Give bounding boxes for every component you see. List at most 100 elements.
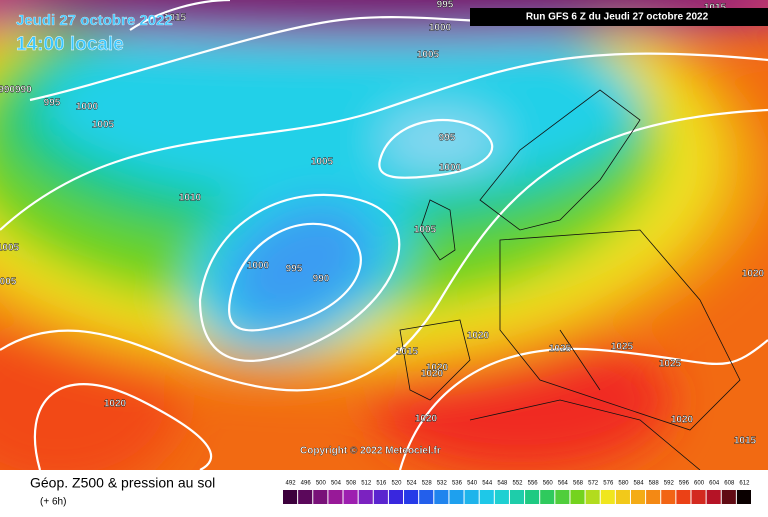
scale-label: 560 xyxy=(543,481,554,487)
scale-label: 596 xyxy=(679,481,690,487)
isobar-label: 1020 xyxy=(104,399,127,410)
scale-swatch xyxy=(585,490,600,504)
isobar-label: 1020 xyxy=(421,369,444,380)
isobar-label: 1020 xyxy=(671,415,694,426)
isobar-label: 1000 xyxy=(439,163,462,174)
isobar-label: 995 xyxy=(286,264,303,275)
scale-label: 500 xyxy=(316,481,327,487)
isobar-label: 1015 xyxy=(164,13,187,24)
scale-swatch xyxy=(721,490,736,504)
isobar-label: 1020 xyxy=(467,331,490,342)
scale-swatch xyxy=(479,490,494,504)
scale-label: 548 xyxy=(497,481,508,487)
isobar-label: 005 xyxy=(0,277,17,288)
isobar-label: 1005 xyxy=(414,225,437,236)
scale-label: 608 xyxy=(724,481,735,487)
scale-swatch xyxy=(615,490,630,504)
scale-label: 580 xyxy=(618,481,629,487)
scale-swatch xyxy=(298,490,313,504)
isobar-label: 990 xyxy=(313,274,330,285)
scale-label: 584 xyxy=(634,481,645,487)
isobar-label: 1025 xyxy=(659,359,682,370)
isobar-label: 1005 xyxy=(311,157,334,168)
scale-label: 508 xyxy=(346,481,357,487)
run-banner xyxy=(470,8,768,26)
scale-label: 536 xyxy=(452,481,463,487)
scale-swatch xyxy=(736,490,751,504)
scale-swatch xyxy=(373,490,388,504)
scale-label: 504 xyxy=(331,481,342,487)
isobar-label: 1005 xyxy=(92,120,115,131)
scale-swatch xyxy=(494,490,509,504)
scale-swatch xyxy=(434,490,449,504)
scale-label: 492 xyxy=(286,481,297,487)
scale-swatch xyxy=(630,490,646,504)
scale-label: 540 xyxy=(467,481,478,487)
scale-swatch xyxy=(525,490,540,504)
copyright: Copyright © 2022 Meteociel.fr xyxy=(300,446,441,457)
scale-swatch xyxy=(404,490,419,504)
isobar-label: 1005 xyxy=(0,243,20,254)
scale-swatch xyxy=(540,490,555,504)
isobar-label: 1015 xyxy=(734,436,757,447)
scale-swatch xyxy=(691,490,706,504)
scale-swatch xyxy=(676,490,691,504)
scale-label: 612 xyxy=(739,481,750,487)
scale-swatch xyxy=(449,490,464,504)
footer-subtitle: (+ 6h) xyxy=(40,497,66,508)
isobar-label: 995 xyxy=(437,0,454,11)
isobar-label: 990990 xyxy=(0,85,32,96)
scale-label: 600 xyxy=(694,481,705,487)
isobar-label: 1015 xyxy=(396,347,419,358)
scale-label: 564 xyxy=(558,481,569,487)
scale-label: 512 xyxy=(361,481,372,487)
scale-label: 588 xyxy=(649,481,660,487)
scale-swatch xyxy=(343,490,358,504)
isobar-label: 995 xyxy=(44,98,61,109)
scale-swatch xyxy=(328,490,343,504)
isobar-label: 1020 xyxy=(426,363,449,374)
date: Jeudi 27 octobre 2022 xyxy=(16,12,173,29)
color-scale: 492 496 500 504 508 512 516 520 524 528 532 536 540 5… xyxy=(283,481,751,504)
scale-label: 516 xyxy=(376,481,387,487)
scale-swatch xyxy=(419,490,434,504)
scale-swatch xyxy=(661,490,676,504)
time: 14:00 locale xyxy=(16,34,124,55)
isobar-label: 1020 xyxy=(742,269,765,280)
scale-label: 592 xyxy=(664,481,675,487)
scale-swatch xyxy=(555,490,570,504)
footer-title: Géop. Z500 & pression au sol xyxy=(30,475,215,491)
scale-swatch xyxy=(358,490,373,504)
scale-label: 532 xyxy=(437,481,448,487)
scale-swatch xyxy=(646,490,661,504)
scale-label: 568 xyxy=(573,481,584,487)
run-info: Run GFS 6 Z du Jeudi 27 octobre 2022 xyxy=(526,12,709,23)
isobar-label: 1005 xyxy=(417,50,440,61)
isobar-label: 1000 xyxy=(247,261,270,272)
scale-label: 496 xyxy=(301,481,312,487)
scale-swatch xyxy=(313,490,328,504)
scale-swatch xyxy=(706,490,721,504)
scale-label: 576 xyxy=(603,481,614,487)
isobar-label: 1000 xyxy=(429,23,452,34)
scale-swatch xyxy=(509,490,525,504)
isobar-label: 1025 xyxy=(549,344,572,355)
isobar-label: 1025 xyxy=(611,342,634,353)
scale-label: 528 xyxy=(422,481,433,487)
scale-label: 604 xyxy=(709,481,720,487)
scale-label: 556 xyxy=(528,481,539,487)
isobar-label: 1020 xyxy=(415,414,438,425)
isobar-label: 995 xyxy=(439,133,456,144)
scale-label: 524 xyxy=(407,481,418,487)
scale-swatch xyxy=(570,490,585,504)
isobar-label: 1000 xyxy=(76,102,99,113)
scale-swatch xyxy=(600,490,615,504)
scale-label: 552 xyxy=(512,481,523,487)
scale-swatch xyxy=(464,490,479,504)
scale-swatch xyxy=(283,490,298,504)
isobar-label: 1010 xyxy=(179,193,202,204)
scale-label: 544 xyxy=(482,481,493,487)
scale-swatch xyxy=(388,490,404,504)
scale-label: 520 xyxy=(391,481,402,487)
